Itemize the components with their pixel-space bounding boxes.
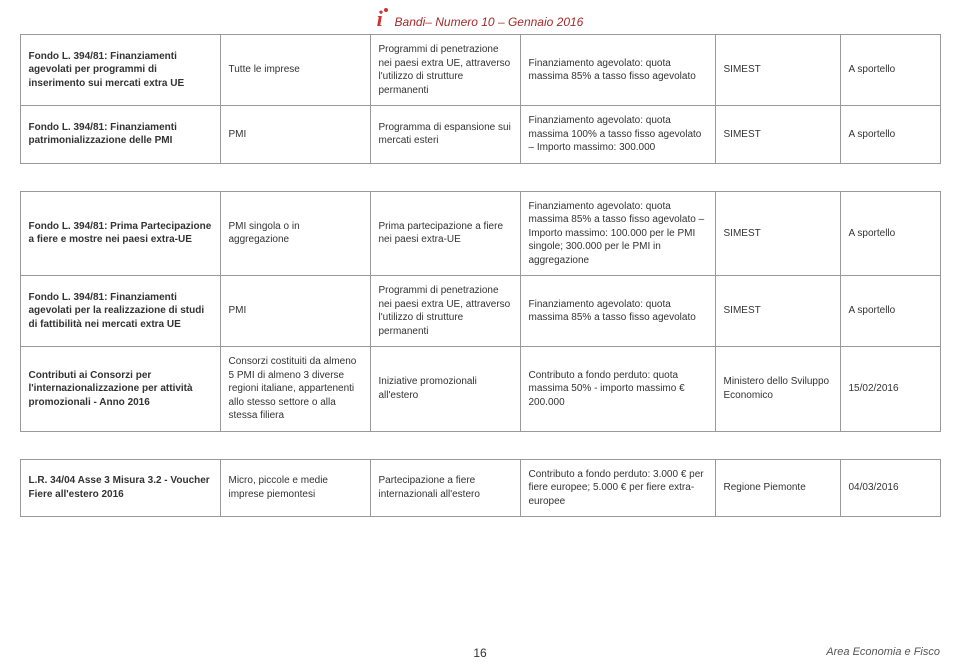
- table-row: Fondo L. 394/81: Finanziamenti agevolati…: [20, 35, 940, 106]
- header-title: Bandi– Numero 10 – Gennaio 2016: [395, 15, 584, 29]
- table-body-block-3: L.R. 34/04 Asse 3 Misura 3.2 - Voucher F…: [20, 459, 940, 517]
- cell-entity: SIMEST: [715, 35, 840, 106]
- cell-deadline: 15/02/2016: [840, 347, 940, 432]
- cell-deadline: 04/03/2016: [840, 459, 940, 517]
- table-row: Fondo L. 394/81: Finanziamenti agevolati…: [20, 276, 940, 347]
- page-number: 16: [473, 646, 486, 660]
- info-icon: i: [377, 8, 388, 30]
- cell-title: Contributi ai Consorzi per l'internazion…: [20, 347, 220, 432]
- cell-program: Iniziative promozionali all'estero: [370, 347, 520, 432]
- table-row: Fondo L. 394/81: Finanziamenti patrimoni…: [20, 106, 940, 164]
- cell-beneficiary: PMI singola o in aggregazione: [220, 191, 370, 276]
- cell-entity: Regione Piemonte: [715, 459, 840, 517]
- cell-beneficiary: Micro, piccole e medie imprese piemontes…: [220, 459, 370, 517]
- cell-funding: Finanziamento agevolato: quota massima 1…: [520, 106, 715, 164]
- cell-title: Fondo L. 394/81: Finanziamenti agevolati…: [20, 35, 220, 106]
- table-row: Fondo L. 394/81: Prima Partecipazione a …: [20, 191, 940, 276]
- table-row: Contributi ai Consorzi per l'internazion…: [20, 347, 940, 432]
- cell-program: Programmi di penetrazione nei paesi extr…: [370, 35, 520, 106]
- cell-beneficiary: PMI: [220, 276, 370, 347]
- cell-funding: Finanziamento agevolato: quota massima 8…: [520, 191, 715, 276]
- funding-table: Fondo L. 394/81: Finanziamenti agevolati…: [20, 34, 941, 517]
- cell-beneficiary: Consorzi costituiti da almeno 5 PMI di a…: [220, 347, 370, 432]
- cell-title: Fondo L. 394/81: Finanziamenti patrimoni…: [20, 106, 220, 164]
- spacer-row: [20, 431, 940, 459]
- footer-right: Area Economia e Fisco: [826, 646, 940, 658]
- cell-title: Fondo L. 394/81: Finanziamenti agevolati…: [20, 276, 220, 347]
- cell-beneficiary: PMI: [220, 106, 370, 164]
- cell-funding: Finanziamento agevolato: quota massima 8…: [520, 276, 715, 347]
- cell-program: Programma di espansione sui mercati este…: [370, 106, 520, 164]
- cell-deadline: A sportello: [840, 35, 940, 106]
- page-footer: 16 Area Economia e Fisco: [20, 646, 940, 658]
- cell-program: Programmi di penetrazione nei paesi extr…: [370, 276, 520, 347]
- cell-entity: SIMEST: [715, 191, 840, 276]
- cell-entity: SIMEST: [715, 276, 840, 347]
- table-body-block-2: Fondo L. 394/81: Prima Partecipazione a …: [20, 191, 940, 431]
- cell-beneficiary: Tutte le imprese: [220, 35, 370, 106]
- table-body-block-1: Fondo L. 394/81: Finanziamenti agevolati…: [20, 35, 940, 164]
- cell-entity: SIMEST: [715, 106, 840, 164]
- cell-entity: Ministero dello Sviluppo Economico: [715, 347, 840, 432]
- cell-title: Fondo L. 394/81: Prima Partecipazione a …: [20, 191, 220, 276]
- cell-funding: Contributo a fondo perduto: quota massim…: [520, 347, 715, 432]
- page-header: i Bandi– Numero 10 – Gennaio 2016: [0, 0, 960, 34]
- cell-program: Prima partecipazione a fiere nei paesi e…: [370, 191, 520, 276]
- cell-funding: Finanziamento agevolato: quota massima 8…: [520, 35, 715, 106]
- cell-title: L.R. 34/04 Asse 3 Misura 3.2 - Voucher F…: [20, 459, 220, 517]
- cell-deadline: A sportello: [840, 106, 940, 164]
- cell-deadline: A sportello: [840, 276, 940, 347]
- cell-program: Partecipazione a fiere internazionali al…: [370, 459, 520, 517]
- spacer-row: [20, 163, 940, 191]
- table-row: L.R. 34/04 Asse 3 Misura 3.2 - Voucher F…: [20, 459, 940, 517]
- cell-deadline: A sportello: [840, 191, 940, 276]
- cell-funding: Contributo a fondo perduto: 3.000 € per …: [520, 459, 715, 517]
